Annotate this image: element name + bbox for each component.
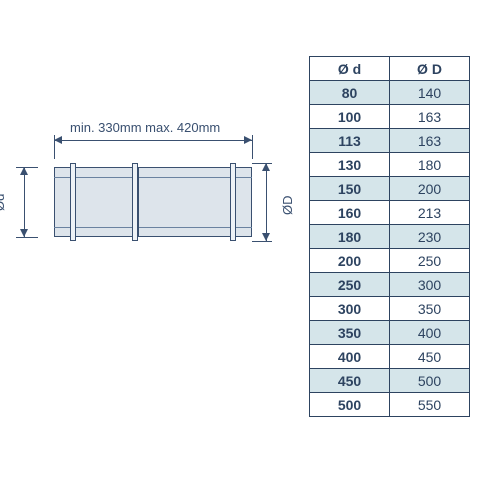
cell-od: 400 (310, 345, 390, 369)
cell-od: 300 (310, 297, 390, 321)
OD-arrow-bot (262, 233, 270, 241)
cell-OD: 163 (390, 129, 470, 153)
od-arrow-bot (20, 229, 28, 237)
table-row: 150200 (310, 177, 470, 201)
length-arrow-left (54, 136, 62, 144)
pipe-ridge-3 (230, 163, 236, 241)
pipe-ridge-1 (70, 163, 76, 241)
inner-dia-dimension: Ød (6, 163, 36, 241)
outer-dia-label: ØD (280, 196, 295, 216)
pipe-split-line (138, 167, 139, 237)
col-header-od-large: Ø D (390, 57, 470, 81)
cell-OD: 400 (390, 321, 470, 345)
od-arrow-top (20, 167, 28, 175)
cell-OD: 250 (390, 249, 470, 273)
cell-od: 200 (310, 249, 390, 273)
OD-ext-bot (252, 241, 272, 242)
cell-od: 150 (310, 177, 390, 201)
cell-od: 180 (310, 225, 390, 249)
table-header-row: Ø d Ø D (310, 57, 470, 81)
od-dim-line (24, 167, 25, 237)
col-header-od-small: Ø d (310, 57, 390, 81)
extension-line-right (252, 135, 253, 159)
outer-dia-dimension: ØD (256, 163, 286, 241)
table-row: 250300 (310, 273, 470, 297)
table-row: 200250 (310, 249, 470, 273)
table-row: 300350 (310, 297, 470, 321)
table-row: 130180 (310, 153, 470, 177)
pipe-inner-line-bot (54, 227, 252, 228)
cell-od: 350 (310, 321, 390, 345)
cell-od: 113 (310, 129, 390, 153)
inner-dia-label: Ød (0, 194, 7, 211)
table-row: 180230 (310, 225, 470, 249)
table-row: 113163 (310, 129, 470, 153)
cell-OD: 350 (390, 297, 470, 321)
pipe-inner-line-top (54, 177, 252, 178)
cell-OD: 140 (390, 81, 470, 105)
cell-OD: 180 (390, 153, 470, 177)
table-row: 500550 (310, 393, 470, 417)
technical-drawing: min. 330mm max. 420mm Ød (20, 145, 270, 325)
length-dimension-label: min. 330mm max. 420mm (70, 120, 220, 135)
pipe-ridge-2 (132, 163, 138, 241)
table-row: 160213 (310, 201, 470, 225)
cell-OD: 450 (390, 345, 470, 369)
cell-od: 80 (310, 81, 390, 105)
od-ext-bot (16, 237, 38, 238)
cell-od: 160 (310, 201, 390, 225)
table-row: 80140 (310, 81, 470, 105)
length-arrow-right (244, 136, 252, 144)
OD-arrow-top (262, 163, 270, 171)
OD-dim-line (266, 163, 267, 241)
table-body: 80140 100163 113163 130180 150200 160213… (310, 81, 470, 417)
extension-line-left (54, 135, 55, 159)
cell-OD: 550 (390, 393, 470, 417)
cell-OD: 300 (390, 273, 470, 297)
table-row: 350400 (310, 321, 470, 345)
cell-od: 250 (310, 273, 390, 297)
dimensions-table: Ø d Ø D 80140 100163 113163 130180 15020… (309, 56, 470, 417)
length-dimension-line (54, 140, 252, 141)
cell-OD: 213 (390, 201, 470, 225)
cell-od: 100 (310, 105, 390, 129)
table-row: 100163 (310, 105, 470, 129)
cell-OD: 200 (390, 177, 470, 201)
cell-od: 450 (310, 369, 390, 393)
cell-OD: 230 (390, 225, 470, 249)
cell-OD: 163 (390, 105, 470, 129)
cell-OD: 500 (390, 369, 470, 393)
cell-od: 500 (310, 393, 390, 417)
table-row: 450500 (310, 369, 470, 393)
cell-od: 130 (310, 153, 390, 177)
table-row: 400450 (310, 345, 470, 369)
